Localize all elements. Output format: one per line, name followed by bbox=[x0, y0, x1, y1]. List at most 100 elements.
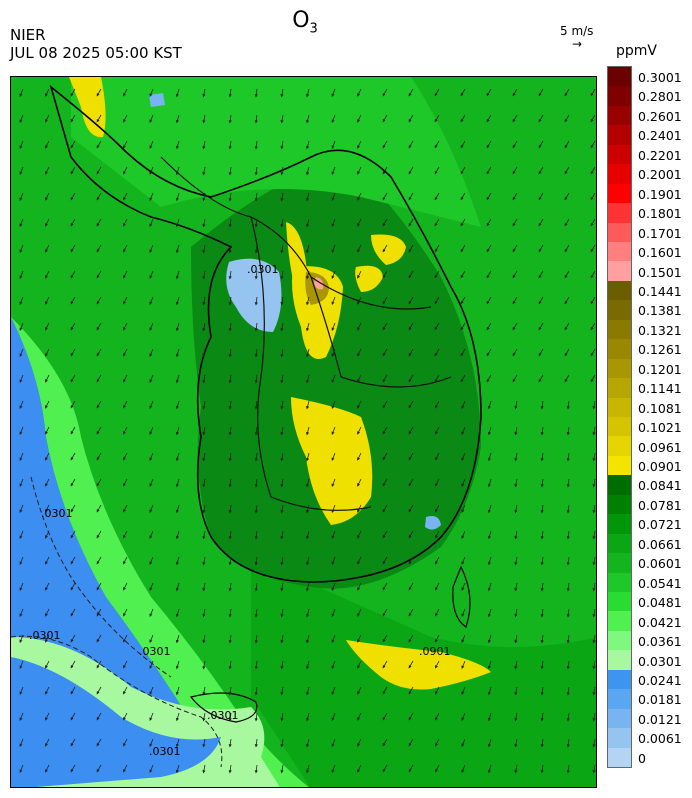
wind-arrow-icon bbox=[486, 218, 492, 227]
island-east bbox=[452, 565, 471, 628]
wind-arrow-icon bbox=[566, 426, 570, 436]
wind-arrow-icon bbox=[382, 712, 388, 721]
wind-arrow-icon bbox=[202, 660, 206, 670]
wind-arrow-icon bbox=[408, 426, 414, 435]
wind-arrow-icon bbox=[592, 452, 596, 462]
wind-arrow-icon bbox=[357, 322, 362, 331]
wind-arrow-icon bbox=[487, 660, 492, 670]
wind-arrow-icon bbox=[487, 426, 492, 436]
wind-arrow-icon bbox=[461, 426, 466, 435]
wind-arrow-icon bbox=[382, 452, 388, 461]
wind-arrow-icon bbox=[487, 738, 492, 748]
wind-arrow-icon bbox=[202, 296, 206, 306]
wind-arrow-icon bbox=[538, 192, 544, 201]
wind-arrow-icon bbox=[540, 686, 544, 696]
wind-arrow-icon bbox=[514, 426, 518, 436]
wind-arrow-icon bbox=[45, 738, 50, 747]
wind-arrow-icon bbox=[357, 634, 362, 643]
wind-arrow-icon bbox=[540, 400, 544, 410]
wind-arrow-icon bbox=[331, 738, 336, 747]
wind-arrow-icon bbox=[435, 582, 440, 591]
wind-arrow-icon bbox=[461, 764, 466, 773]
wind-arrow-icon bbox=[149, 88, 154, 97]
legend-swatch bbox=[608, 533, 631, 554]
contour-label-2: .0301 bbox=[29, 629, 61, 642]
wind-arrow-icon bbox=[123, 426, 128, 435]
legend-swatch bbox=[608, 378, 631, 399]
wind-arrow-icon bbox=[306, 270, 310, 280]
wind-arrow-icon bbox=[435, 608, 440, 617]
wind-arrow-icon bbox=[331, 400, 336, 409]
wind-arrow-icon bbox=[486, 296, 492, 305]
wind-arrow-icon bbox=[202, 426, 206, 436]
legend-swatch bbox=[608, 455, 631, 476]
legend-label: 0 bbox=[638, 750, 646, 766]
wind-arrow-icon bbox=[540, 426, 544, 436]
wind-arrow-icon bbox=[461, 608, 466, 617]
wind-arrow-icon bbox=[96, 712, 102, 721]
wind-arrow-icon bbox=[149, 140, 154, 149]
wind-arrow-icon bbox=[149, 712, 154, 721]
wind-arrow-icon bbox=[96, 426, 102, 435]
wind-arrow-icon bbox=[70, 400, 76, 409]
wind-arrow-icon bbox=[228, 218, 232, 228]
wind-arrow-icon bbox=[331, 374, 336, 383]
legend-label: 0.1801 bbox=[638, 206, 682, 222]
wind-arrow-icon bbox=[590, 244, 596, 253]
wind-arrow-icon bbox=[228, 88, 232, 98]
wind-arrow-icon bbox=[280, 270, 284, 280]
wind-arrow-icon bbox=[280, 634, 284, 644]
wind-arrow-icon bbox=[306, 530, 310, 540]
wind-arrow-icon bbox=[254, 88, 258, 98]
wind-arrow-icon bbox=[96, 686, 102, 695]
wind-arrow-icon bbox=[357, 738, 362, 747]
wind-arrow-icon bbox=[123, 478, 128, 487]
wind-arrow-icon bbox=[408, 400, 414, 409]
wind-arrow-icon bbox=[331, 192, 336, 201]
wind-arrow-icon bbox=[566, 764, 570, 774]
wind-arrow-icon bbox=[487, 582, 492, 592]
wind-arrow-icon bbox=[45, 764, 50, 773]
wind-arrow-icon bbox=[306, 192, 310, 202]
wind-arrow-icon bbox=[538, 166, 544, 175]
legend-label: 0.0541 bbox=[638, 575, 682, 591]
wind-arrow-icon bbox=[254, 114, 258, 124]
wind-arrow-icon bbox=[514, 712, 518, 722]
wind-arrow-icon bbox=[306, 374, 310, 384]
legend-swatch bbox=[608, 553, 631, 574]
wind-arrow-icon bbox=[280, 348, 284, 358]
wind-arrow-icon bbox=[590, 88, 596, 97]
legend-label: 0.0121 bbox=[638, 711, 682, 727]
wind-arrow-icon bbox=[306, 686, 310, 696]
wind-reference-label: 5 m/s bbox=[560, 24, 594, 38]
wind-arrow-icon bbox=[123, 452, 128, 461]
legend-label: 0.0961 bbox=[638, 439, 682, 455]
wind-arrow-icon bbox=[175, 426, 180, 436]
legend-swatch bbox=[608, 339, 631, 360]
wind-arrow-icon bbox=[564, 322, 570, 331]
wind-arrow-icon bbox=[331, 634, 336, 643]
wind-arrow-icon bbox=[70, 478, 76, 487]
wind-arrow-icon bbox=[460, 374, 466, 383]
wind-arrow-icon bbox=[175, 686, 180, 696]
wind-arrow-icon bbox=[19, 218, 24, 227]
wind-arrow-icon bbox=[461, 660, 466, 669]
wind-arrow-icon bbox=[254, 374, 258, 384]
wind-arrow-icon bbox=[382, 478, 388, 487]
wind-arrow-icon bbox=[45, 114, 50, 123]
wind-arrow-icon bbox=[96, 140, 102, 149]
wind-arrow-icon bbox=[306, 322, 310, 332]
wind-arrow-icon bbox=[357, 400, 362, 409]
legend-swatch bbox=[608, 592, 631, 612]
wind-arrow-icon bbox=[512, 374, 518, 383]
wind-arrow-icon bbox=[357, 712, 362, 721]
wind-arrow-icon bbox=[202, 608, 206, 618]
wind-arrow-icon bbox=[45, 348, 50, 357]
wind-arrow-icon bbox=[123, 634, 128, 643]
wind-arrow-icon bbox=[175, 244, 180, 254]
wind-arrow-icon bbox=[461, 452, 466, 461]
wind-arrow-icon bbox=[254, 712, 258, 722]
wind-arrow-icon bbox=[460, 140, 466, 149]
legend-label: 0.1441 bbox=[638, 283, 682, 299]
wind-arrow-icon bbox=[70, 426, 76, 435]
